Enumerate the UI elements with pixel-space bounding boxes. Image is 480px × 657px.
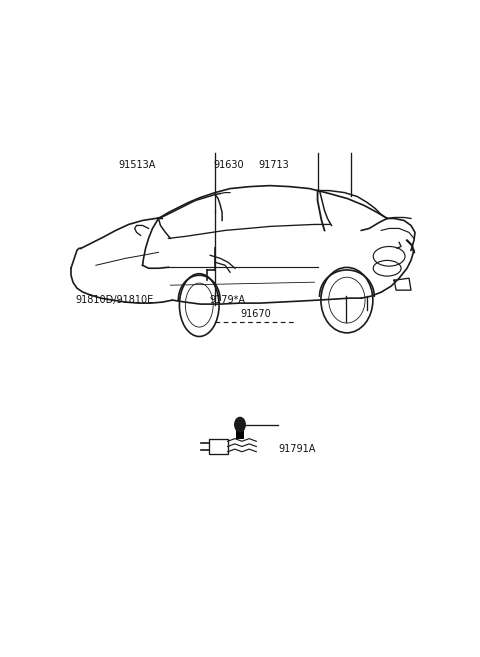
Text: 9179*A: 9179*A xyxy=(209,295,245,305)
Circle shape xyxy=(235,417,245,432)
Text: 91670: 91670 xyxy=(240,309,271,319)
Text: 91713: 91713 xyxy=(258,160,289,170)
Bar xyxy=(236,424,244,439)
Text: 91791A: 91791A xyxy=(278,444,315,454)
Text: 91513A: 91513A xyxy=(118,160,156,170)
Bar xyxy=(209,440,228,454)
Text: 91810D/91810E: 91810D/91810E xyxy=(75,295,154,305)
Text: 91630: 91630 xyxy=(214,160,244,170)
